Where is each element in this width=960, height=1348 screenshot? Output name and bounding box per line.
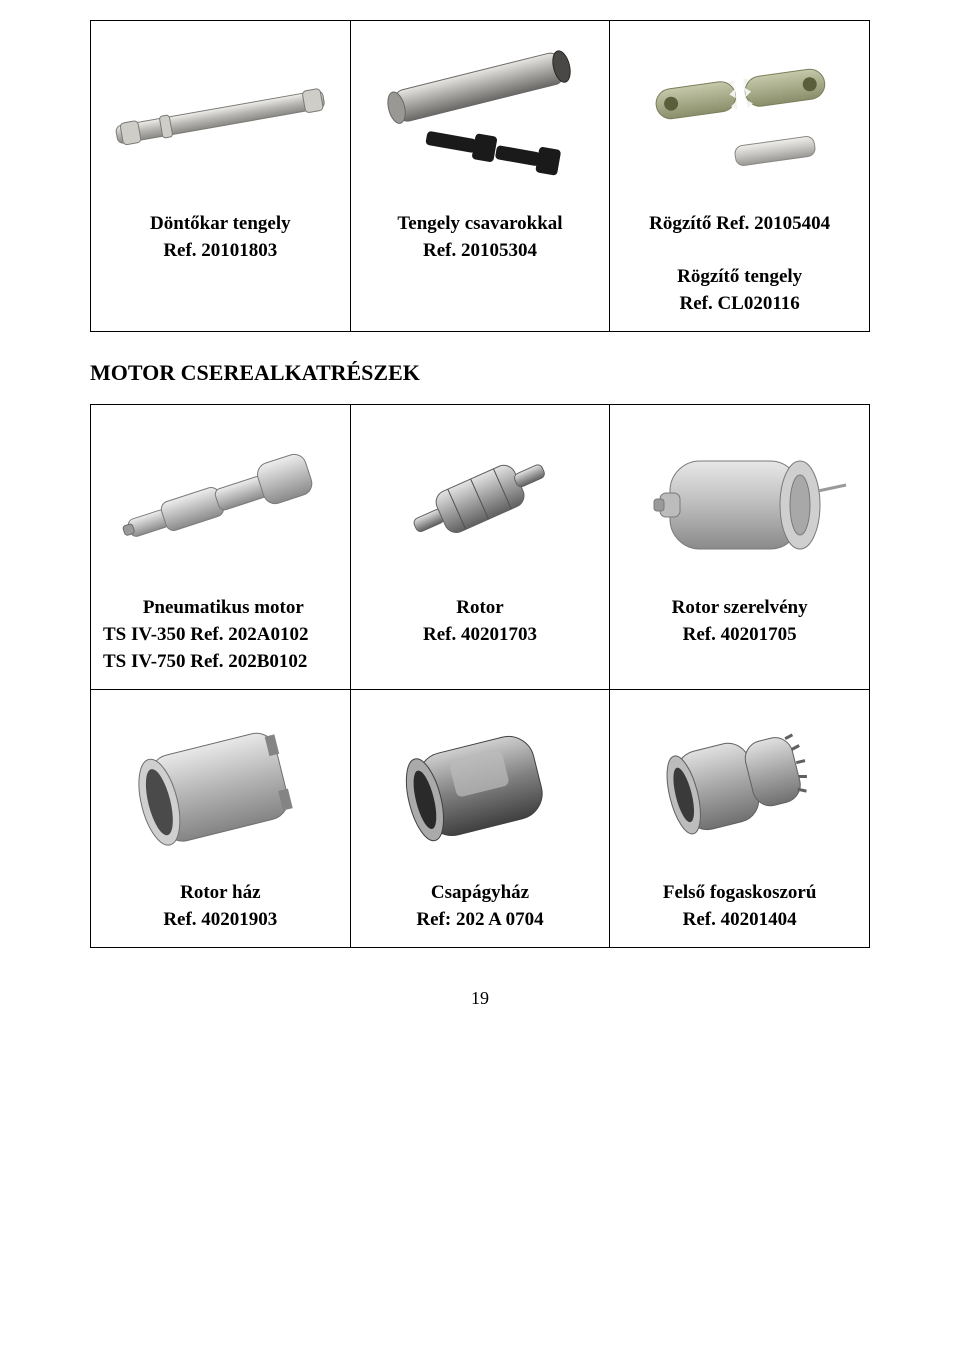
label: Rotor (456, 597, 503, 618)
image-shaft-long (97, 31, 344, 201)
image-shaft-bolts (357, 31, 604, 201)
image-gear-ring (616, 700, 863, 870)
label: Döntőkar tengely (150, 213, 291, 234)
label: Ref. 20105304 (423, 240, 537, 261)
caption-t2-0-1: Rotor Ref. 40201703 (357, 595, 604, 648)
label: Ref. 40201404 (683, 909, 797, 930)
label: TS IV-750 Ref. 202B0102 (103, 651, 307, 672)
caption-t1-0: Döntőkar tengely Ref. 20101803 (97, 211, 344, 264)
label: Ref. 20101803 (163, 240, 277, 261)
page-number: 19 (90, 988, 870, 1009)
label: Ref. 40201703 (423, 624, 537, 645)
caption-t1-1: Tengely csavarokkal Ref. 20105304 (357, 211, 604, 264)
image-pneumatic-motor (97, 415, 344, 585)
caption-t2-0-0: Pneumatikus motor TS IV-350 Ref. 202A010… (97, 595, 344, 675)
image-bearing-housing (357, 700, 604, 870)
section-title: MOTOR CSEREALKATRÉSZEK (90, 360, 870, 386)
image-rotor-assembly (616, 415, 863, 585)
label: Felső fogaskoszorú (663, 882, 817, 903)
page: Döntőkar tengely Ref. 20101803 (0, 0, 960, 1049)
parts-table-bottom: Pneumatikus motor TS IV-350 Ref. 202A010… (90, 404, 870, 948)
label: Rotor ház (180, 882, 260, 903)
cell-t1-0: Döntőkar tengely Ref. 20101803 (91, 21, 351, 332)
label: Tengely csavarokkal (397, 213, 562, 234)
label: TS IV-350 Ref. 202A0102 (103, 624, 308, 645)
label: Ref. CL020116 (679, 293, 799, 314)
cell-t1-2: Rögzítő Ref. 20105404 Rögzítő tengely Re… (610, 21, 870, 332)
cell-t2-1-2: Felső fogaskoszorú Ref. 40201404 (610, 690, 870, 948)
parts-table-top: Döntőkar tengely Ref. 20101803 (90, 20, 870, 332)
cell-t2-1-0: Rotor ház Ref. 40201903 (91, 690, 351, 948)
image-rotor (357, 415, 604, 585)
label: Csapágyház (431, 882, 529, 903)
label: Rotor szerelvény (672, 597, 808, 618)
cell-t2-0-2: Rotor szerelvény Ref. 40201705 (610, 405, 870, 690)
image-rotor-housing (97, 700, 344, 870)
caption-t2-0-2: Rotor szerelvény Ref. 40201705 (616, 595, 863, 648)
cell-t2-0-0: Pneumatikus motor TS IV-350 Ref. 202A010… (91, 405, 351, 690)
caption-t2-1-1: Csapágyház Ref: 202 A 0704 (357, 880, 604, 933)
label: Rögzítő tengely (677, 266, 802, 287)
image-clamp-pin (616, 31, 863, 201)
cell-t1-1: Tengely csavarokkal Ref. 20105304 (350, 21, 610, 332)
caption-t1-2: Rögzítő Ref. 20105404 Rögzítő tengely Re… (616, 211, 863, 317)
label: Pneumatikus motor (143, 597, 304, 618)
label: Ref. 40201903 (163, 909, 277, 930)
label: Ref: 202 A 0704 (416, 909, 543, 930)
caption-t2-1-2: Felső fogaskoszorú Ref. 40201404 (616, 880, 863, 933)
cell-t2-1-1: Csapágyház Ref: 202 A 0704 (350, 690, 610, 948)
caption-t2-1-0: Rotor ház Ref. 40201903 (97, 880, 344, 933)
label: Rögzítő Ref. 20105404 (649, 213, 830, 234)
label: Ref. 40201705 (683, 624, 797, 645)
cell-t2-0-1: Rotor Ref. 40201703 (350, 405, 610, 690)
